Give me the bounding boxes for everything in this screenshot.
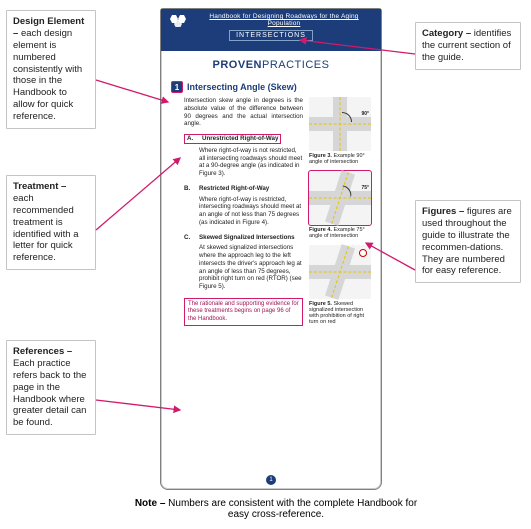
callout-figures: Figures – figures are used throughout th…	[415, 200, 521, 283]
treatment-b-heading: B. Restricted Right-of-Way	[184, 185, 303, 193]
treatment-a-heading: A. Unrestricted Right-of-Way	[184, 134, 281, 144]
handbook-page: Handbook for Designing Roadways for the …	[160, 8, 382, 490]
callout-treatment: Treatment – each recommended treatment i…	[6, 175, 96, 270]
hex-logo	[167, 13, 193, 32]
section-title: Intersecting Angle (Skew)	[187, 82, 297, 92]
handbook-title: Handbook for Designing Roadways for the …	[167, 12, 375, 27]
figure-3-image: 90°	[309, 97, 371, 151]
category-pill: INTERSECTIONS	[229, 30, 313, 41]
callout-category: Category – identifies the current sectio…	[415, 22, 521, 70]
treatment-c-body: At skewed signalized intersections where…	[199, 244, 303, 291]
figure-4-image: 75°	[309, 171, 371, 225]
page-header: Handbook for Designing Roadways for the …	[161, 9, 381, 51]
page-number: 1	[266, 475, 276, 485]
treatment-c-heading: C. Skewed Signalized Intersections	[184, 234, 303, 242]
figure-4: 75° Figure 4. Example 75° angle of inter…	[309, 171, 371, 239]
treatment-b-body: Where right-of-way is restricted, inters…	[199, 196, 303, 227]
figure-5: Figure 5. Skewed signalized intersection…	[309, 245, 371, 325]
proven-heading: PROVENPRACTICES	[171, 59, 371, 71]
section-text-column: Intersection skew angle in degrees is th…	[171, 97, 303, 331]
figures-column: 90° Figure 3. Example 90° angle of inter…	[309, 97, 371, 331]
section-intro: Intersection skew angle in degrees is th…	[184, 97, 303, 128]
figure-3: 90° Figure 3. Example 90° angle of inter…	[309, 97, 371, 165]
figure-5-image	[309, 245, 371, 299]
section-title-row: 1 Intersecting Angle (Skew)	[171, 81, 371, 93]
reference-box: The rationale and supporting evidence fo…	[184, 298, 303, 327]
page-body: PROVENPRACTICES 1 Intersecting Angle (Sk…	[161, 51, 381, 489]
treatment-a-body: Where right-of-way is not restricted, al…	[199, 147, 303, 178]
footer-note: Note – Numbers are consistent with the c…	[126, 498, 426, 520]
callout-references: References – Each practice refers back t…	[6, 340, 96, 435]
design-element-number: 1	[171, 81, 183, 93]
callout-design-element: Design Element – each design element is …	[6, 10, 96, 129]
